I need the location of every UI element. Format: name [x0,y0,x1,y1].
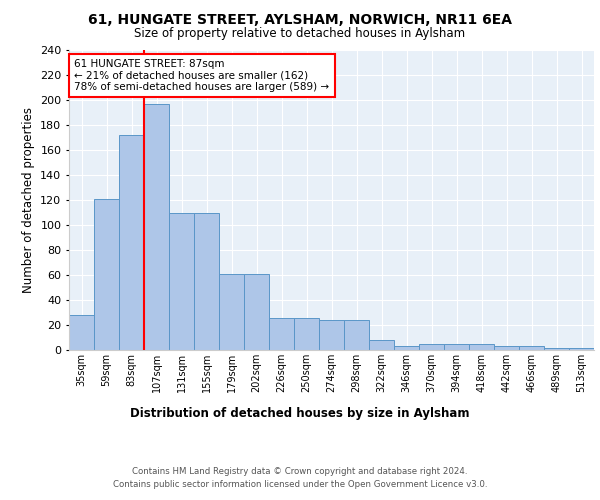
Bar [394,346,419,350]
Bar [444,344,469,350]
Bar [519,346,544,350]
Bar [419,344,444,350]
Bar [69,315,94,350]
Text: Distribution of detached houses by size in Aylsham: Distribution of detached houses by size … [130,408,470,420]
Bar [144,104,169,350]
Bar [244,274,269,350]
Text: Contains public sector information licensed under the Open Government Licence v3: Contains public sector information licen… [113,480,487,489]
Bar [369,340,394,350]
Y-axis label: Number of detached properties: Number of detached properties [22,107,35,293]
Bar [569,348,594,350]
Bar [344,320,369,350]
Bar [119,135,144,350]
Bar [319,320,344,350]
Bar [169,212,194,350]
Bar [94,198,119,350]
Bar [294,318,319,350]
Bar [269,318,294,350]
Bar [469,344,494,350]
Text: 61, HUNGATE STREET, AYLSHAM, NORWICH, NR11 6EA: 61, HUNGATE STREET, AYLSHAM, NORWICH, NR… [88,12,512,26]
Bar [219,274,244,350]
Bar [194,212,219,350]
Text: Size of property relative to detached houses in Aylsham: Size of property relative to detached ho… [134,28,466,40]
Text: 61 HUNGATE STREET: 87sqm
← 21% of detached houses are smaller (162)
78% of semi-: 61 HUNGATE STREET: 87sqm ← 21% of detach… [74,59,329,92]
Text: Contains HM Land Registry data © Crown copyright and database right 2024.: Contains HM Land Registry data © Crown c… [132,468,468,476]
Bar [494,346,519,350]
Bar [544,348,569,350]
